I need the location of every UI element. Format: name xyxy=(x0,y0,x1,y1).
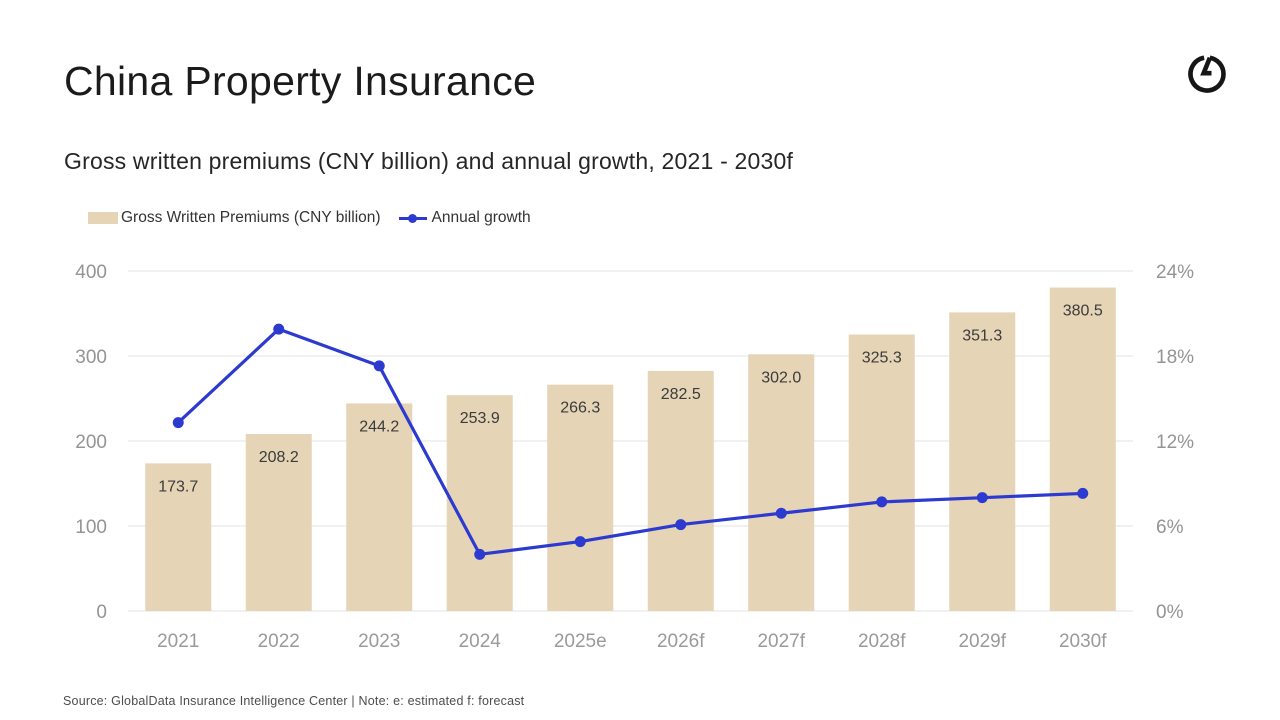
chart-subtitle: Gross written premiums (CNY billion) and… xyxy=(64,148,794,174)
legend-item-premiums: Gross Written Premiums (CNY billion) xyxy=(88,209,381,227)
y-axis-label-right: 24% xyxy=(1156,262,1194,283)
line-point-2021 xyxy=(172,417,184,429)
bar-2028f xyxy=(848,334,915,611)
line-point-2027f xyxy=(775,507,787,519)
legend-label-growth: Annual growth xyxy=(431,209,531,226)
x-axis-label-2025e: 2025e xyxy=(554,631,607,652)
bar-value-label-2025e: 266.3 xyxy=(560,400,600,417)
y-axis-label-right: 6% xyxy=(1156,517,1184,538)
bar-value-label-2030f: 380.5 xyxy=(1063,303,1103,320)
y-axis-label-right: 12% xyxy=(1156,432,1194,453)
y-axis-label-left: 200 xyxy=(75,432,107,453)
source-note: Source: GlobalData Insurance Intelligenc… xyxy=(63,694,525,708)
x-axis-label-2024: 2024 xyxy=(459,631,502,652)
annual-growth-line xyxy=(177,327,1083,556)
chart-legend: Gross Written Premiums (CNY billion) Ann… xyxy=(88,209,531,227)
bar-value-label-2029f: 351.3 xyxy=(962,327,1002,344)
line-point-2029f xyxy=(976,492,988,504)
y-axis-label-left: 300 xyxy=(75,347,107,368)
line-swatch-icon xyxy=(398,213,427,223)
x-axis-label-2028f: 2028f xyxy=(858,631,906,652)
globaldata-logo xyxy=(1183,50,1231,98)
bar-2025e xyxy=(547,384,614,611)
bar-value-label-2021: 173.7 xyxy=(158,478,198,495)
y-axis-label-right: 18% xyxy=(1156,347,1194,368)
line-point-2025e xyxy=(574,536,586,548)
bar-value-label-2022: 208.2 xyxy=(259,449,299,466)
line-point-2028f xyxy=(876,496,888,508)
bar-2030f xyxy=(1049,287,1116,611)
legend-item-growth: Annual growth xyxy=(398,209,531,227)
bar-value-label-2024: 253.9 xyxy=(460,410,500,427)
x-axis-label-2023: 2023 xyxy=(358,631,400,652)
page-title: China Property Insurance xyxy=(64,58,537,104)
x-axis-label-2029f: 2029f xyxy=(958,631,1006,652)
bar-2021 xyxy=(145,463,212,611)
bar-2022 xyxy=(245,434,312,611)
line-point-2022 xyxy=(273,323,285,335)
y-axis-label-left: 0 xyxy=(96,602,107,623)
bar-2023 xyxy=(346,403,413,611)
line-point-2030f xyxy=(1077,487,1089,499)
line-point-2023 xyxy=(373,360,385,372)
y-axis-label-right: 0% xyxy=(1156,602,1184,623)
y-axis-label-left: 400 xyxy=(75,262,107,283)
bar-2026f xyxy=(647,370,714,611)
x-axis-label-2021: 2021 xyxy=(157,631,199,652)
bar-2029f xyxy=(949,312,1016,611)
x-axis-label-2022: 2022 xyxy=(258,631,300,652)
bar-2027f xyxy=(748,354,815,611)
bar-swatch-icon xyxy=(88,212,118,224)
x-axis-label-2026f: 2026f xyxy=(657,631,705,652)
legend-label-premiums: Gross Written Premiums (CNY billion) xyxy=(121,209,381,226)
bar-value-label-2023: 244.2 xyxy=(359,418,399,435)
bar-value-label-2026f: 282.5 xyxy=(661,386,701,403)
bar-value-label-2028f: 325.3 xyxy=(862,349,902,366)
line-point-2026f xyxy=(675,519,687,531)
x-axis-label-2027f: 2027f xyxy=(757,631,805,652)
x-axis-label-2030f: 2030f xyxy=(1059,631,1107,652)
bar-value-label-2027f: 302.0 xyxy=(761,369,801,386)
line-point-2024 xyxy=(474,548,486,560)
bar-2024 xyxy=(446,395,513,611)
globaldata-logo-icon xyxy=(1188,55,1226,93)
y-axis-label-left: 100 xyxy=(75,517,107,538)
